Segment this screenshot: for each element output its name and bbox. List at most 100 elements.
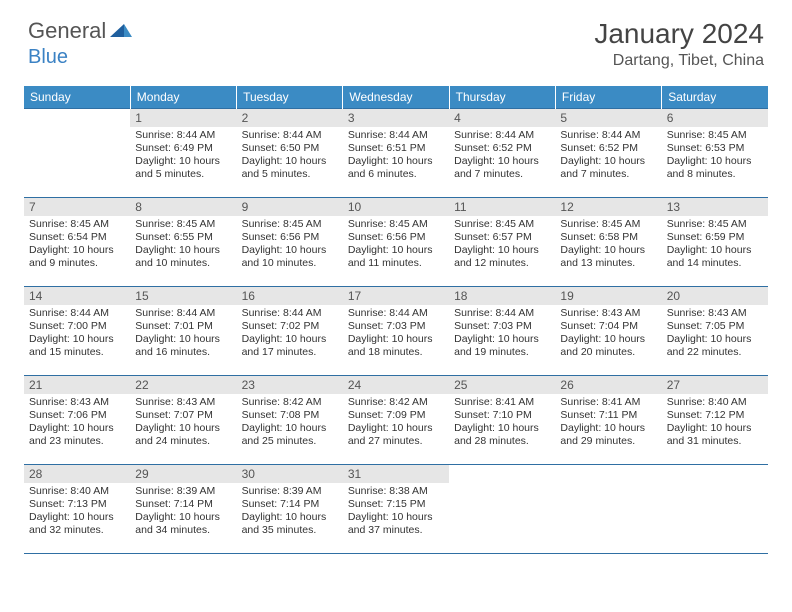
day-number: 29 [130,465,236,483]
daylight-text: Daylight: 10 hours and 17 minutes. [242,333,338,359]
day-info: Sunrise: 8:45 AMSunset: 6:53 PMDaylight:… [662,127,768,185]
daylight-text: Daylight: 10 hours and 27 minutes. [348,422,444,448]
daylight-text: Daylight: 10 hours and 15 minutes. [29,333,125,359]
sunrise-text: Sunrise: 8:44 AM [560,129,656,142]
calendar-cell: 13Sunrise: 8:45 AMSunset: 6:59 PMDayligh… [662,198,768,287]
sunset-text: Sunset: 6:59 PM [667,231,763,244]
day-number: 9 [237,198,343,216]
sunrise-text: Sunrise: 8:44 AM [454,307,550,320]
day-info: Sunrise: 8:45 AMSunset: 6:59 PMDaylight:… [662,216,768,274]
sunset-text: Sunset: 7:02 PM [242,320,338,333]
daylight-text: Daylight: 10 hours and 16 minutes. [135,333,231,359]
day-info: Sunrise: 8:42 AMSunset: 7:09 PMDaylight:… [343,394,449,452]
sunrise-text: Sunrise: 8:44 AM [29,307,125,320]
sunset-text: Sunset: 7:12 PM [667,409,763,422]
sunrise-text: Sunrise: 8:44 AM [242,307,338,320]
day-info: Sunrise: 8:43 AMSunset: 7:07 PMDaylight:… [130,394,236,452]
day-number: 24 [343,376,449,394]
day-info: Sunrise: 8:44 AMSunset: 7:03 PMDaylight:… [449,305,555,363]
day-number: 26 [555,376,661,394]
sunrise-text: Sunrise: 8:45 AM [242,218,338,231]
sunset-text: Sunset: 7:03 PM [454,320,550,333]
daylight-text: Daylight: 10 hours and 9 minutes. [29,244,125,270]
calendar-cell: 5Sunrise: 8:44 AMSunset: 6:52 PMDaylight… [555,109,661,198]
calendar-cell: 3Sunrise: 8:44 AMSunset: 6:51 PMDaylight… [343,109,449,198]
calendar-cell: 23Sunrise: 8:42 AMSunset: 7:08 PMDayligh… [237,376,343,465]
calendar-cell: 25Sunrise: 8:41 AMSunset: 7:10 PMDayligh… [449,376,555,465]
sunrise-text: Sunrise: 8:41 AM [454,396,550,409]
daylight-text: Daylight: 10 hours and 13 minutes. [560,244,656,270]
day-number: 16 [237,287,343,305]
day-number: 23 [237,376,343,394]
sunrise-text: Sunrise: 8:43 AM [29,396,125,409]
sunset-text: Sunset: 7:11 PM [560,409,656,422]
sunset-text: Sunset: 6:49 PM [135,142,231,155]
calendar-cell: 9Sunrise: 8:45 AMSunset: 6:56 PMDaylight… [237,198,343,287]
sunrise-text: Sunrise: 8:39 AM [135,485,231,498]
logo: General [28,18,134,44]
sunset-text: Sunset: 6:52 PM [454,142,550,155]
calendar-cell: 14Sunrise: 8:44 AMSunset: 7:00 PMDayligh… [24,287,130,376]
day-number: 22 [130,376,236,394]
daylight-text: Daylight: 10 hours and 32 minutes. [29,511,125,537]
calendar-cell: 31Sunrise: 8:38 AMSunset: 7:15 PMDayligh… [343,465,449,554]
sunset-text: Sunset: 7:14 PM [242,498,338,511]
sunrise-text: Sunrise: 8:43 AM [667,307,763,320]
day-info: Sunrise: 8:43 AMSunset: 7:04 PMDaylight:… [555,305,661,363]
calendar-table: SundayMondayTuesdayWednesdayThursdayFrid… [24,86,768,554]
weekday-header-row: SundayMondayTuesdayWednesdayThursdayFrid… [24,86,768,109]
weekday-header: Monday [130,86,236,109]
sunrise-text: Sunrise: 8:40 AM [29,485,125,498]
sunset-text: Sunset: 6:56 PM [242,231,338,244]
day-number: 17 [343,287,449,305]
day-info: Sunrise: 8:40 AMSunset: 7:13 PMDaylight:… [24,483,130,541]
sunset-text: Sunset: 7:03 PM [348,320,444,333]
day-number: 14 [24,287,130,305]
sunrise-text: Sunrise: 8:40 AM [667,396,763,409]
daylight-text: Daylight: 10 hours and 5 minutes. [242,155,338,181]
calendar-cell: 29Sunrise: 8:39 AMSunset: 7:14 PMDayligh… [130,465,236,554]
sunset-text: Sunset: 7:09 PM [348,409,444,422]
calendar-cell [449,465,555,554]
sunset-text: Sunset: 6:52 PM [560,142,656,155]
sunset-text: Sunset: 7:06 PM [29,409,125,422]
logo-text-2-wrap: Blue [28,46,68,69]
sunset-text: Sunset: 6:54 PM [29,231,125,244]
calendar-cell [555,465,661,554]
sunrise-text: Sunrise: 8:43 AM [560,307,656,320]
day-number: 28 [24,465,130,483]
day-number: 11 [449,198,555,216]
calendar-cell: 26Sunrise: 8:41 AMSunset: 7:11 PMDayligh… [555,376,661,465]
sunset-text: Sunset: 7:04 PM [560,320,656,333]
day-info: Sunrise: 8:44 AMSunset: 7:02 PMDaylight:… [237,305,343,363]
calendar-cell: 2Sunrise: 8:44 AMSunset: 6:50 PMDaylight… [237,109,343,198]
daylight-text: Daylight: 10 hours and 5 minutes. [135,155,231,181]
day-number: 15 [130,287,236,305]
day-number: 2 [237,109,343,127]
sunset-text: Sunset: 6:56 PM [348,231,444,244]
day-number: 1 [130,109,236,127]
daylight-text: Daylight: 10 hours and 29 minutes. [560,422,656,448]
daylight-text: Daylight: 10 hours and 18 minutes. [348,333,444,359]
page-header: General January 2024 Dartang, Tibet, Chi… [0,0,792,78]
day-number: 13 [662,198,768,216]
sunset-text: Sunset: 6:57 PM [454,231,550,244]
day-number: 8 [130,198,236,216]
day-info: Sunrise: 8:44 AMSunset: 6:49 PMDaylight:… [130,127,236,185]
logo-triangle-icon [110,21,132,42]
sunrise-text: Sunrise: 8:45 AM [454,218,550,231]
day-number: 30 [237,465,343,483]
day-number: 31 [343,465,449,483]
daylight-text: Daylight: 10 hours and 22 minutes. [667,333,763,359]
sunset-text: Sunset: 7:13 PM [29,498,125,511]
day-info: Sunrise: 8:45 AMSunset: 6:58 PMDaylight:… [555,216,661,274]
calendar-cell: 17Sunrise: 8:44 AMSunset: 7:03 PMDayligh… [343,287,449,376]
daylight-text: Daylight: 10 hours and 11 minutes. [348,244,444,270]
sunset-text: Sunset: 7:10 PM [454,409,550,422]
day-number: 7 [24,198,130,216]
day-info: Sunrise: 8:39 AMSunset: 7:14 PMDaylight:… [237,483,343,541]
daylight-text: Daylight: 10 hours and 12 minutes. [454,244,550,270]
sunrise-text: Sunrise: 8:45 AM [560,218,656,231]
sunset-text: Sunset: 7:15 PM [348,498,444,511]
calendar-cell: 15Sunrise: 8:44 AMSunset: 7:01 PMDayligh… [130,287,236,376]
